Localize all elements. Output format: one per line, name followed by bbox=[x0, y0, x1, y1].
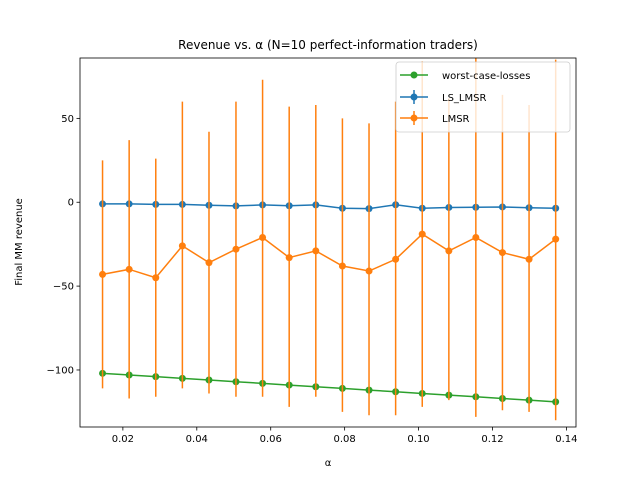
plot-area-frame bbox=[79, 57, 577, 428]
y-axis-ticks: −100 −50 0 50 bbox=[47, 114, 80, 376]
series-lmsr bbox=[99, 58, 560, 421]
lmsr-point bbox=[99, 270, 107, 278]
legend-marker-lmsr bbox=[410, 114, 418, 122]
x-tick-label: 0.02 bbox=[112, 434, 134, 445]
lmsr-point bbox=[525, 255, 533, 263]
lmsr-point bbox=[338, 262, 346, 270]
lmsr-point bbox=[498, 249, 506, 257]
y-tick-label: −100 bbox=[47, 365, 74, 376]
legend-box bbox=[395, 61, 571, 133]
lmsr-line bbox=[102, 233, 557, 279]
lmsr-point bbox=[418, 230, 426, 238]
x-tick-label: 0.04 bbox=[186, 434, 208, 445]
lmsr-point bbox=[125, 265, 133, 273]
y-tick-label: 0 bbox=[68, 198, 74, 209]
legend-marker-ls-lmsr bbox=[410, 93, 418, 101]
legend-label-lmsr: LMSR bbox=[442, 114, 470, 125]
ls-lmsr-line bbox=[102, 203, 556, 210]
y-tick-label: 50 bbox=[61, 114, 74, 125]
lmsr-point bbox=[312, 247, 320, 255]
x-tick-label: 0.06 bbox=[260, 434, 282, 445]
lmsr-point bbox=[472, 233, 480, 241]
worst-case-losses-line bbox=[102, 372, 556, 403]
legend-marker-worst-case-losses bbox=[410, 71, 418, 79]
legend: worst-case-losses LS_LMSR LMSR bbox=[395, 61, 571, 133]
lmsr-point bbox=[365, 267, 373, 275]
lmsr-point bbox=[232, 245, 240, 253]
y-tick-label: −50 bbox=[53, 282, 74, 293]
x-axis-title: α bbox=[325, 458, 332, 469]
x-tick-label: 0.14 bbox=[555, 434, 577, 445]
x-tick-label: 0.12 bbox=[481, 434, 503, 445]
lmsr-point bbox=[152, 274, 160, 282]
legend-label-ls-lmsr: LS_LMSR bbox=[442, 93, 486, 104]
y-axis-title: Final MM revenue bbox=[14, 198, 25, 286]
lmsr-point bbox=[285, 254, 293, 262]
lmsr-point bbox=[392, 255, 400, 263]
x-axis-ticks: 0.02 0.04 0.06 0.08 0.10 0.12 0.14 bbox=[112, 427, 578, 445]
lmsr-point bbox=[259, 233, 267, 241]
chart-title: Revenue vs. α (N=10 perfect-information … bbox=[178, 38, 478, 52]
x-tick-label: 0.08 bbox=[333, 434, 355, 445]
lmsr-point bbox=[205, 259, 213, 267]
lmsr-point bbox=[178, 242, 186, 250]
x-tick-label: 0.10 bbox=[407, 434, 429, 445]
lmsr-point bbox=[445, 247, 453, 255]
lmsr-point bbox=[552, 235, 560, 243]
legend-label-worst-case-losses: worst-case-losses bbox=[442, 71, 530, 82]
series-layer bbox=[99, 58, 560, 421]
